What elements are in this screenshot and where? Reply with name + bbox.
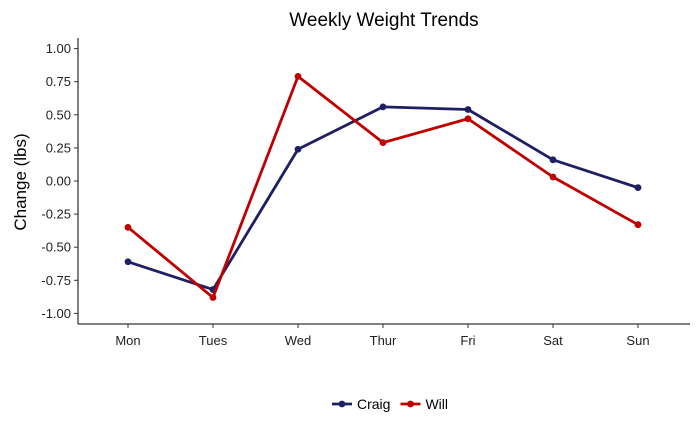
y-tick-label: -1.00 (41, 306, 71, 321)
x-tick-label: Tues (199, 333, 228, 348)
data-point-craig (294, 145, 302, 153)
legend-key-point-will (407, 400, 414, 408)
data-point-craig (549, 156, 557, 164)
y-tick-label: 0.75 (46, 74, 71, 89)
x-tick-label: Wed (285, 333, 312, 348)
y-tick-label: -0.25 (41, 207, 71, 222)
data-point-craig (124, 258, 132, 266)
x-tick-label: Mon (115, 333, 140, 348)
axes: 1.00 0.75 0.50 0.25 0.00 -0.25 -0.50 -0.75 -1.00… (41, 38, 690, 348)
legend: Craig Will (332, 396, 448, 412)
y-tick-label: 0.00 (46, 174, 71, 189)
y-tick-label: -0.75 (41, 273, 71, 288)
series-layer (124, 72, 642, 301)
data-point-will (379, 139, 387, 147)
data-point-will (209, 294, 217, 301)
data-point-will (124, 223, 132, 231)
data-point-craig (379, 103, 387, 111)
data-point-craig (634, 184, 642, 192)
x-tick-label: Fri (460, 333, 475, 348)
x-tick-label: Thur (370, 333, 397, 348)
y-axis-label: Change (lbs) (11, 133, 30, 230)
x-tick-label: Sat (543, 333, 563, 348)
series-line-craig (126, 105, 640, 291)
chart-title: Weekly Weight Trends (289, 10, 478, 31)
data-point-craig (464, 106, 472, 113)
legend-label-craig: Craig (357, 396, 390, 412)
data-point-will (634, 221, 642, 229)
legend-label-will: Will (425, 396, 448, 412)
legend-key-point-craig (338, 400, 346, 408)
y-tick-label: 1.00 (46, 41, 71, 56)
data-point-will (549, 173, 557, 181)
y-tick-label: -0.50 (41, 240, 71, 255)
y-tick-label: 0.25 (46, 140, 71, 155)
data-point-will (294, 72, 302, 80)
x-tick-label: Sun (626, 333, 649, 348)
y-tick-label: 0.50 (46, 107, 71, 122)
data-point-will (464, 115, 472, 123)
